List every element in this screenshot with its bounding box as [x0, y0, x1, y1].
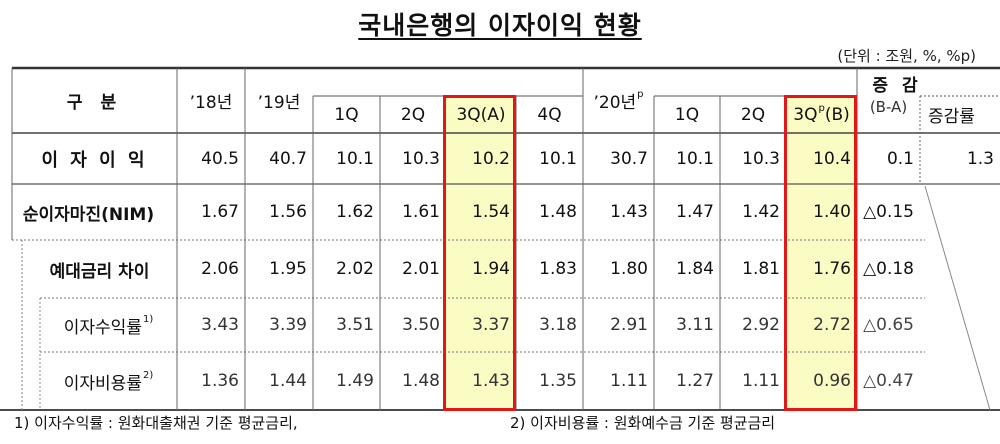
table-cell: 3.39 [269, 315, 307, 335]
table-cell: 3.51 [336, 315, 374, 335]
table-cell: 1.49 [336, 371, 374, 391]
table-cell: 0.1 [886, 148, 914, 169]
table-cell: 10.4 [813, 148, 851, 169]
row-label-spread: 예대금리 차이 [49, 261, 150, 282]
highlight-3q-2020 [785, 96, 855, 410]
table-cell: 3.18 [539, 315, 577, 335]
table-cell: 3.50 [402, 315, 440, 335]
table-cell: 1.54 [472, 202, 510, 222]
table-cell: 1.27 [676, 371, 714, 391]
table-cell: 1.80 [610, 259, 648, 279]
table-cell: 1.95 [269, 259, 307, 279]
header-change-sub: (B-A) [869, 98, 908, 116]
header-2019-q4: 4Q [537, 104, 562, 125]
table-cell: 1.42 [742, 202, 780, 222]
table-cell: 0.96 [813, 371, 851, 391]
table-cell: △0.15 [863, 202, 914, 222]
header-2020: ’20년 p [593, 89, 644, 113]
table-cell: 1.83 [539, 259, 577, 279]
frame-3q-2020 [784, 95, 857, 411]
table-cell: 10.1 [676, 148, 714, 169]
table-cell: 1.44 [269, 371, 307, 391]
table-cell: 1.11 [610, 371, 648, 391]
row-label-cost: 이자비용률 2) [63, 369, 154, 394]
table-cell: 40.5 [201, 148, 239, 169]
table-cell: 10.1 [539, 148, 577, 169]
table-cell: 2.02 [336, 259, 374, 279]
row-label-interest-income: 이 자 이 익 [41, 149, 148, 171]
table-cell: 1.62 [336, 202, 374, 222]
table-cell: 1.84 [676, 259, 714, 279]
header-change-rate: 증감률 [928, 107, 975, 127]
table-cell: 3.11 [676, 315, 714, 335]
table-cell: 1.40 [813, 202, 851, 222]
table-cell: 1.61 [402, 202, 440, 222]
header-2018: ’18년 [189, 93, 233, 113]
table-cell: 10.3 [742, 148, 780, 169]
header-2019: ’19년 [257, 93, 301, 113]
table-cell: 3.43 [201, 315, 239, 335]
table-cell: 1.3 [966, 148, 994, 169]
table-cell: △0.18 [863, 259, 914, 279]
unit-note: (단위 : 조원, %, %p) [837, 47, 976, 65]
table-cell: 2.92 [742, 315, 780, 335]
header-change: 증 감 [872, 75, 922, 96]
table-cell: 3.37 [472, 315, 510, 335]
row-label-nim: 순이자마진(NIM) [22, 204, 155, 225]
table-cell: 10.1 [336, 148, 374, 169]
table-cell: 1.81 [742, 259, 780, 279]
table-cell: 1.48 [539, 202, 577, 222]
table-cell: 2.91 [610, 315, 648, 335]
table-cell: 1.67 [201, 202, 239, 222]
footnote-2: 2) 이자비용률 : 원화예수금 기준 평균금리 [510, 414, 776, 432]
header-category: 구 분 [66, 93, 123, 113]
header-2019-q1: 1Q [334, 104, 359, 125]
footnote-1: 1) 이자수익률 : 원화대출채권 기준 평균금리, [14, 414, 298, 432]
table-cell: 1.43 [610, 202, 648, 222]
table-cell: 1.76 [813, 259, 851, 279]
frame-3q-2019 [443, 95, 516, 411]
table-cell: △0.65 [863, 315, 914, 335]
table-cell: △0.47 [863, 371, 914, 391]
table-cell: 1.56 [269, 202, 307, 222]
table-cell: 2.06 [201, 259, 239, 279]
table-cell: 10.3 [402, 148, 440, 169]
table-cell: 2.72 [813, 315, 851, 335]
table-cell: 1.48 [402, 371, 440, 391]
table-cell: 10.2 [472, 148, 510, 169]
highlight-3q-2019 [444, 96, 514, 410]
table-cell: 1.94 [472, 259, 510, 279]
header-2020-q2: 2Q [740, 104, 766, 125]
header-2019-q3: 3Q(A) [456, 104, 506, 125]
table-cell: 2.01 [402, 259, 440, 279]
table-cell: 1.47 [676, 202, 714, 222]
page-title: 국내은행의 이자이익 현황 [358, 11, 642, 40]
table-cell: 1.36 [201, 371, 239, 391]
table-cell: 1.35 [539, 371, 577, 391]
header-2019-q2: 2Q [400, 104, 426, 125]
row-label-yield: 이자수익률 1) [63, 313, 154, 338]
table-cell: 1.43 [472, 371, 510, 391]
header-2020-q1: 1Q [674, 104, 700, 125]
table-cell: 1.11 [742, 371, 780, 391]
table-cell: 30.7 [610, 148, 648, 169]
table-cell: 40.7 [269, 148, 307, 169]
header-2020-q3: 3Q p (B) [793, 103, 850, 125]
